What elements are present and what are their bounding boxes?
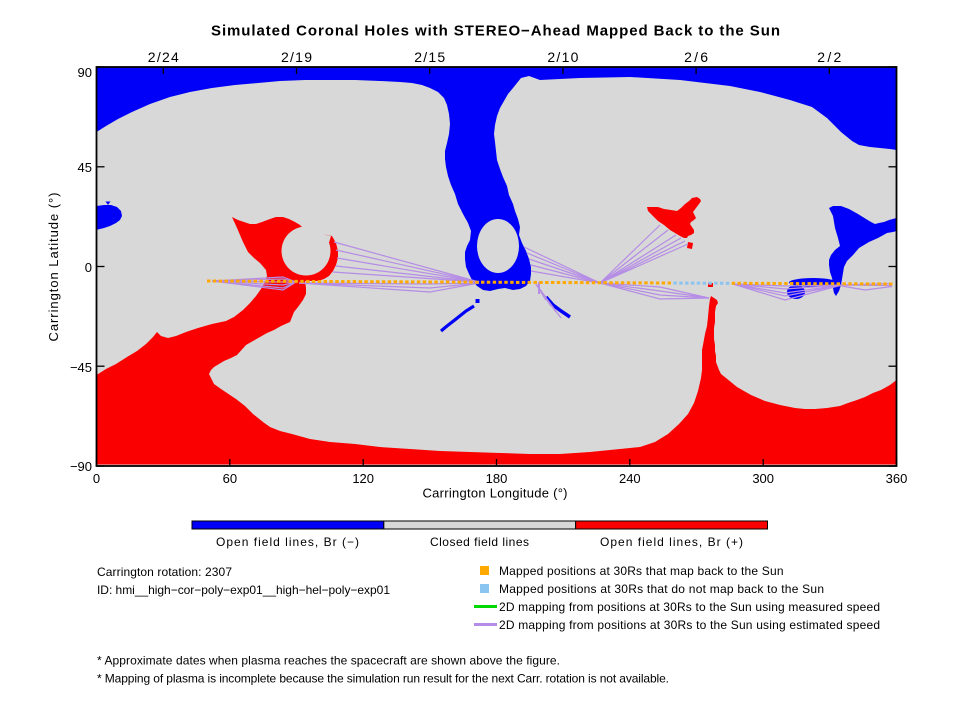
svg-text:120: 120 [352,471,374,486]
svg-text:2D mapping from positions at 3: 2D mapping from positions at 30Rs to the… [499,618,880,632]
svg-text:Closed field lines: Closed field lines [430,535,529,549]
svg-text:2D mapping from positions at 3: 2D mapping from positions at 30Rs to the… [499,600,880,614]
svg-text:* Mapping of plasma is incompl: * Mapping of plasma is incomplete becaus… [97,672,669,686]
svg-text:2/6: 2/6 [684,49,708,65]
svg-text:2/10: 2/10 [547,49,578,65]
svg-text:* Approximate dates when plasm: * Approximate dates when plasma reaches … [97,654,560,668]
svg-text:Open field lines, Br (+): Open field lines, Br (+) [600,535,743,549]
svg-text:0: 0 [93,471,100,486]
svg-text:Carrington Latitude (°): Carrington Latitude (°) [46,193,61,342]
svg-text:2/19: 2/19 [281,49,312,65]
svg-text:90: 90 [78,65,92,80]
svg-text:Mapped positions at 30Rs that: Mapped positions at 30Rs that map back t… [499,564,784,578]
svg-text:Carrington Longitude (°): Carrington Longitude (°) [423,486,568,501]
svg-text:Mapped positions at 30Rs that: Mapped positions at 30Rs that do not map… [499,582,824,596]
svg-text:Carrington rotation: 2307: Carrington rotation: 2307 [97,565,232,579]
svg-text:180: 180 [486,471,508,486]
svg-text:0: 0 [85,260,92,275]
svg-text:2/15: 2/15 [414,49,445,65]
svg-text:−90: −90 [70,459,92,474]
svg-text:2/2: 2/2 [817,49,841,65]
svg-text:60: 60 [223,471,237,486]
svg-text:Open field lines, Br (−): Open field lines, Br (−) [216,535,359,549]
svg-text:300: 300 [752,471,774,486]
svg-text:45: 45 [78,160,92,175]
svg-text:−45: −45 [70,360,92,375]
svg-text:360: 360 [886,471,908,486]
svg-text:2/24: 2/24 [148,49,179,65]
svg-text:ID: hmi__high−cor−poly−exp01__: ID: hmi__high−cor−poly−exp01__high−hel−p… [97,583,390,597]
svg-text:240: 240 [619,471,641,486]
svg-text:Simulated Coronal Holes with S: Simulated Coronal Holes with STEREO−Ahea… [211,23,780,40]
